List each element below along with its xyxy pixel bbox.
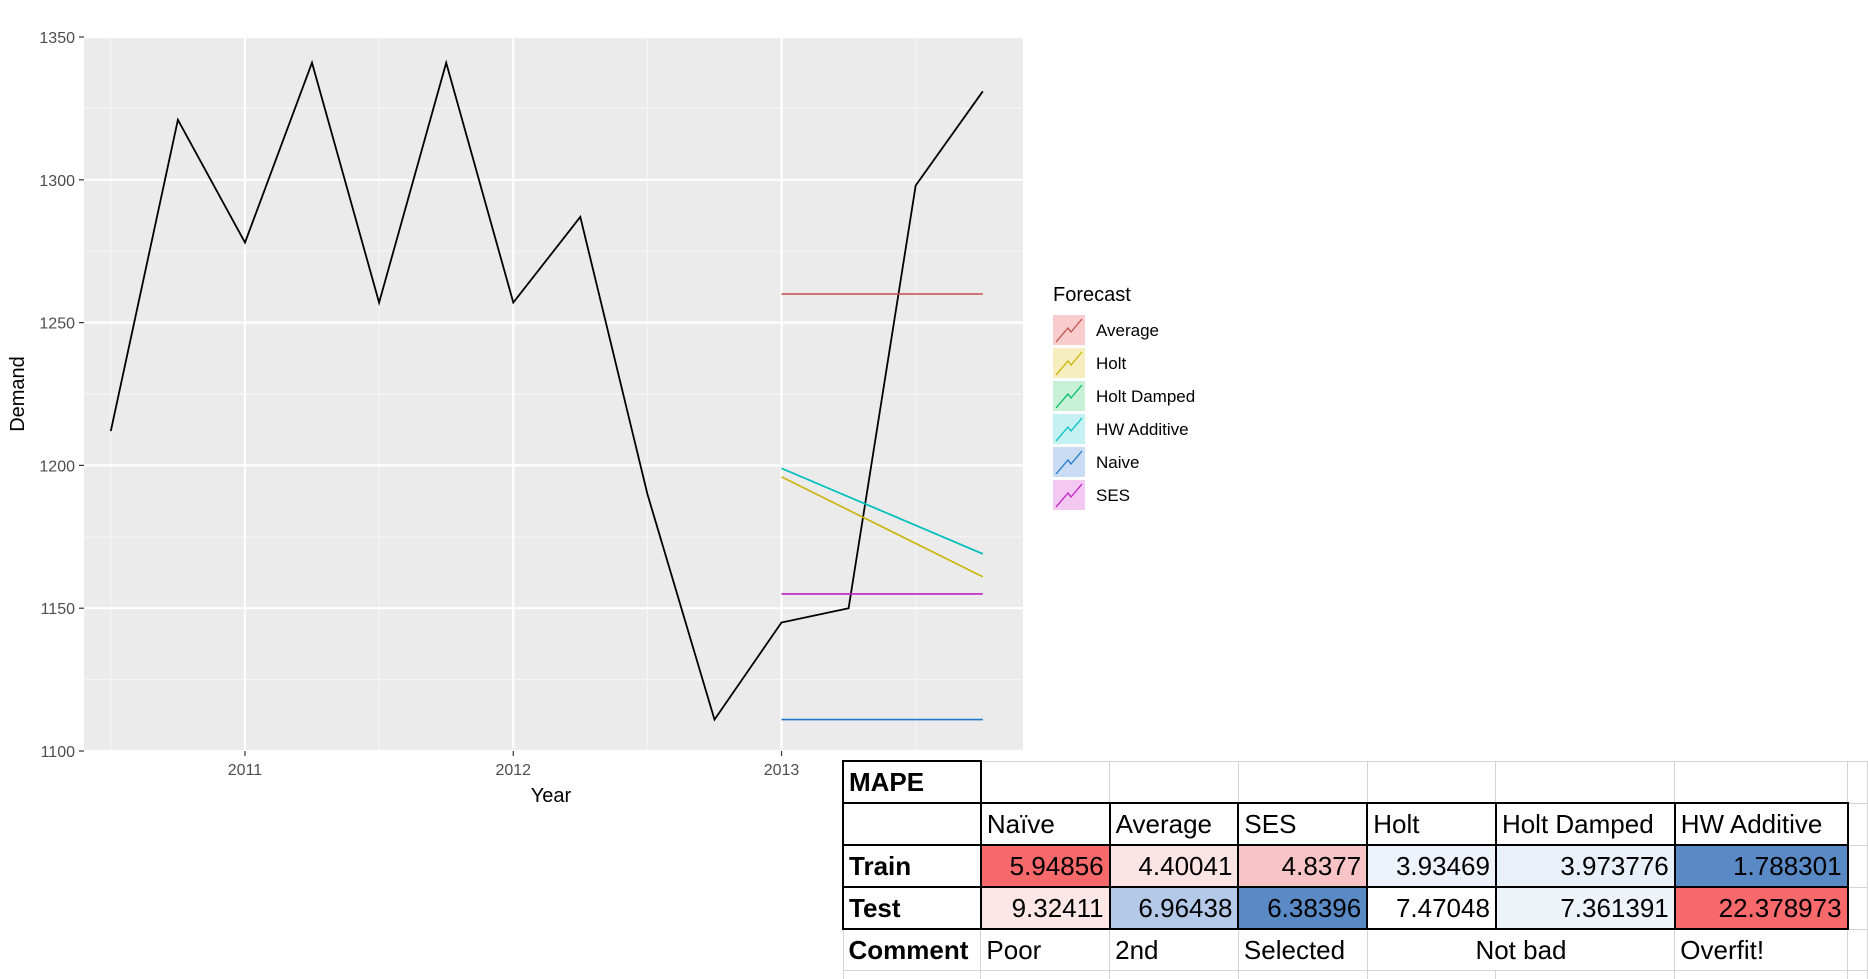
empty-cell <box>1237 970 1368 979</box>
legend-label: Naive <box>1096 453 1139 472</box>
legend-key-line <box>1055 450 1083 475</box>
table-row-comment: Comment Poor 2nd Selected Not bad Overfi… <box>842 928 1868 971</box>
train-cell: 5.94856 <box>979 844 1111 888</box>
comment-cell: Selected <box>1237 928 1368 971</box>
y-tick-label: 1100 <box>41 744 76 761</box>
train-cell: 4.40041 <box>1108 844 1240 888</box>
empty-cell <box>1847 760 1868 804</box>
y-tick-label: 1350 <box>39 30 75 47</box>
legend-label: Holt <box>1096 354 1127 373</box>
y-axis-title: Demand <box>7 356 29 432</box>
empty-cell <box>1674 760 1849 804</box>
minor-grid <box>84 37 1023 751</box>
legend: Average Holt Holt Damped HW Additive Naive SE… <box>1053 315 1195 510</box>
empty-cell <box>1847 802 1868 846</box>
test-cell: 6.96438 <box>1108 886 1240 930</box>
legend-key-line <box>1055 384 1083 409</box>
empty-cell <box>842 802 982 846</box>
empty-cell <box>1366 970 1497 979</box>
comment-cell: Poor <box>980 928 1111 971</box>
empty-cell <box>980 760 1111 804</box>
empty-cell <box>1847 928 1868 971</box>
test-cell: 7.47048 <box>1366 886 1497 930</box>
major-grid <box>84 35 1023 753</box>
empty-cell <box>1495 970 1676 979</box>
test-cell: 9.32411 <box>979 886 1111 930</box>
comment-cell: Not bad <box>1366 928 1676 971</box>
empty-cell <box>1237 760 1368 804</box>
comment-cell: Overfit! <box>1674 928 1849 971</box>
forecast-line-holt <box>781 476 984 578</box>
comment-cell: 2nd <box>1109 928 1239 971</box>
train-cell: 3.973776 <box>1494 844 1676 888</box>
empty-cell <box>1109 970 1239 979</box>
column-header: Holt <box>1366 802 1497 846</box>
empty-cell <box>1674 970 1849 979</box>
test-cell: 6.38396 <box>1237 886 1369 930</box>
train-cell: 3.93469 <box>1366 844 1497 888</box>
legend-label: Holt Damped <box>1096 387 1195 406</box>
empty-cell <box>1847 886 1868 930</box>
legend-title: Forecast <box>1053 284 1131 306</box>
series-lines <box>109 59 984 722</box>
mape-table: MAPE Naïve Average SES Holt Holt Damped … <box>842 760 1868 979</box>
table-row-test: Test 9.32411 6.96438 6.38396 7.47048 7.3… <box>842 886 1868 930</box>
table-row: MAPE <box>842 760 1868 804</box>
y-tick-label: 1200 <box>39 458 75 475</box>
row-label: Comment <box>842 928 982 971</box>
empty-cell <box>980 970 1111 979</box>
column-header: HW Additive <box>1673 802 1849 846</box>
column-header: Holt Damped <box>1494 802 1676 846</box>
legend-key-line <box>1055 483 1083 508</box>
empty-cell <box>842 970 982 979</box>
mape-table-sheet: MAPE Naïve Average SES Holt Holt Damped … <box>842 760 1868 979</box>
legend-key-line <box>1055 417 1083 442</box>
column-header: Average <box>1108 802 1240 846</box>
test-cell: 22.378973 <box>1673 886 1849 930</box>
x-tick-label: 2011 <box>228 762 263 779</box>
actual-demand-line <box>109 59 984 722</box>
y-tick-label: 1300 <box>39 173 75 190</box>
table-row-train: Train 5.94856 4.40041 4.8377 3.93469 3.9… <box>842 844 1868 888</box>
empty-cell <box>1847 844 1868 888</box>
legend-label: Average <box>1096 321 1159 340</box>
row-label: Test <box>842 886 982 930</box>
column-header: Naïve <box>979 802 1111 846</box>
legend-label: HW Additive <box>1096 420 1189 439</box>
row-label: Train <box>842 844 982 888</box>
y-tick-label: 1250 <box>39 316 75 333</box>
train-cell: 4.8377 <box>1237 844 1369 888</box>
table-row <box>842 970 1868 979</box>
axes: 1100 1150 1200 1250 1300 1350 2011 2012 2013 <box>39 30 799 779</box>
column-header: SES <box>1237 802 1369 846</box>
table-header-row: Naïve Average SES Holt Holt Damped HW Ad… <box>842 802 1868 846</box>
x-tick-label: 2013 <box>764 762 800 779</box>
legend-key-line <box>1055 351 1083 376</box>
empty-cell <box>1109 760 1239 804</box>
x-axis-title: Year <box>531 785 572 807</box>
test-cell: 7.361391 <box>1494 886 1676 930</box>
legend-label: SES <box>1096 486 1130 505</box>
x-tick-label: 2012 <box>495 762 531 779</box>
legend-key-line <box>1055 318 1083 343</box>
empty-cell <box>1847 970 1868 979</box>
train-cell: 1.788301 <box>1673 844 1849 888</box>
table-title: MAPE <box>842 760 982 804</box>
forecast-line-hw-additive <box>781 467 984 555</box>
y-tick-label: 1150 <box>41 601 76 618</box>
empty-cell <box>1366 760 1497 804</box>
empty-cell <box>1495 760 1676 804</box>
